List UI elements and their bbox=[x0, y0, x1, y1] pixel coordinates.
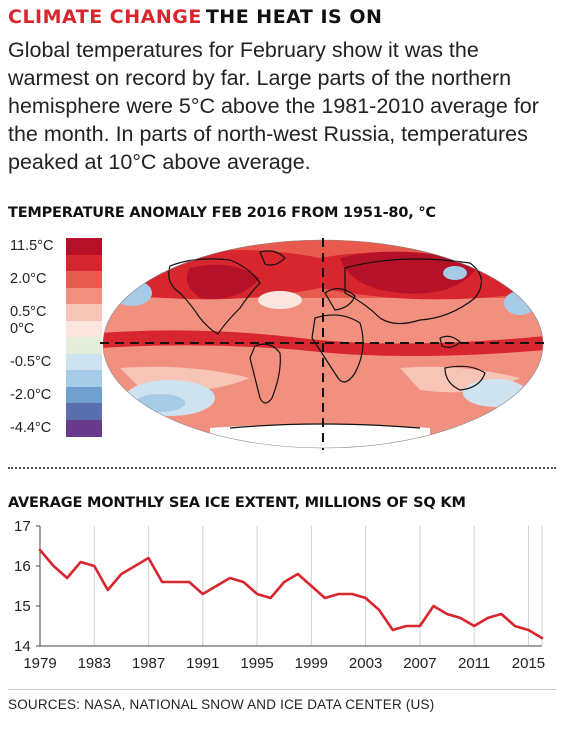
intro-paragraph: Global temperatures for February show it… bbox=[8, 38, 539, 174]
legend-swatch bbox=[66, 320, 102, 338]
data-point bbox=[161, 581, 164, 583]
legend-swatch bbox=[66, 238, 102, 255]
data-point bbox=[79, 561, 82, 563]
legend-label: -4.4°C bbox=[10, 419, 52, 436]
legend-label: 0.5°C bbox=[10, 304, 47, 320]
legend-swatch bbox=[66, 304, 102, 321]
legend-label: 2.0°C bbox=[10, 271, 47, 287]
x-tick-label: 1999 bbox=[295, 655, 328, 672]
data-point bbox=[147, 557, 150, 559]
data-point bbox=[106, 589, 109, 591]
data-point bbox=[405, 625, 408, 627]
data-point bbox=[39, 549, 41, 551]
map-title: TEMPERATURE ANOMALY FEB 2016 FROM 1951-8… bbox=[8, 205, 436, 221]
sea-ice-series-line bbox=[38, 548, 544, 640]
data-point bbox=[310, 585, 313, 587]
data-point bbox=[418, 625, 421, 627]
y-tick-label: 16 bbox=[14, 558, 31, 575]
data-point bbox=[256, 593, 258, 595]
y-tick-label: 17 bbox=[14, 518, 31, 535]
legend-swatch bbox=[66, 337, 102, 354]
footer-rule bbox=[8, 689, 556, 690]
data-point bbox=[432, 605, 435, 607]
data-point bbox=[337, 593, 340, 595]
legend-label: -0.5°C bbox=[10, 353, 52, 370]
legend-label: 0°C bbox=[10, 320, 35, 337]
chart-title: AVERAGE MONTHLY SEA ICE EXTENT, MILLIONS… bbox=[8, 495, 466, 511]
data-point bbox=[215, 585, 218, 587]
legend-swatch bbox=[66, 287, 102, 305]
data-point bbox=[188, 581, 191, 583]
legend-swatch bbox=[66, 386, 102, 404]
x-tick-label: 1991 bbox=[186, 655, 219, 672]
x-tick-label: 1983 bbox=[78, 655, 111, 672]
y-tick-label: 14 bbox=[14, 638, 31, 655]
data-point bbox=[324, 597, 326, 599]
x-tick-label: 2007 bbox=[403, 655, 436, 672]
data-point bbox=[391, 629, 394, 631]
data-point bbox=[66, 577, 69, 579]
data-point bbox=[174, 581, 177, 583]
data-point bbox=[541, 637, 543, 639]
legend-swatch bbox=[66, 271, 102, 288]
temperature-anomaly-map bbox=[100, 238, 546, 450]
x-tick-label: 2011 bbox=[458, 655, 490, 672]
headline: CLIMATE CHANGE THE HEAT IS ON bbox=[8, 6, 382, 28]
data-point bbox=[527, 629, 530, 631]
data-point bbox=[459, 617, 462, 619]
data-point bbox=[242, 581, 245, 583]
y-tick-label: 15 bbox=[14, 598, 31, 615]
x-tick-label: 2003 bbox=[349, 655, 382, 672]
headline-kicker: CLIMATE CHANGE bbox=[8, 6, 202, 28]
legend-label: -2.0°C bbox=[10, 386, 52, 403]
headline-title: THE HEAT IS ON bbox=[205, 6, 383, 28]
data-point bbox=[52, 565, 55, 567]
legend-swatch bbox=[66, 254, 102, 272]
legend-swatch bbox=[66, 403, 102, 420]
data-point bbox=[486, 617, 489, 619]
x-tick-label: 2015 bbox=[512, 655, 545, 672]
x-tick-label: 1987 bbox=[132, 655, 165, 672]
data-point bbox=[351, 593, 353, 595]
data-point bbox=[446, 613, 448, 615]
legend-swatch bbox=[66, 353, 102, 371]
data-point bbox=[378, 609, 381, 611]
data-point bbox=[269, 597, 272, 599]
data-point bbox=[283, 581, 286, 583]
legend-label: 11.5°C bbox=[10, 238, 54, 254]
legend-swatch bbox=[66, 370, 102, 387]
x-tick-label: 1979 bbox=[23, 655, 56, 672]
data-point bbox=[513, 625, 516, 627]
data-point bbox=[229, 577, 231, 579]
data-point bbox=[134, 565, 136, 567]
legend-swatch bbox=[66, 419, 102, 437]
sources-note: SOURCES: NASA, NATIONAL SNOW AND ICE DAT… bbox=[8, 697, 435, 712]
data-point bbox=[120, 573, 123, 575]
section-divider bbox=[8, 467, 556, 469]
data-point bbox=[364, 597, 367, 599]
data-point bbox=[93, 565, 96, 567]
data-point bbox=[500, 613, 503, 615]
x-tick-label: 1995 bbox=[240, 655, 273, 672]
data-point bbox=[296, 573, 299, 575]
data-point bbox=[473, 625, 476, 627]
data-point bbox=[201, 593, 204, 595]
